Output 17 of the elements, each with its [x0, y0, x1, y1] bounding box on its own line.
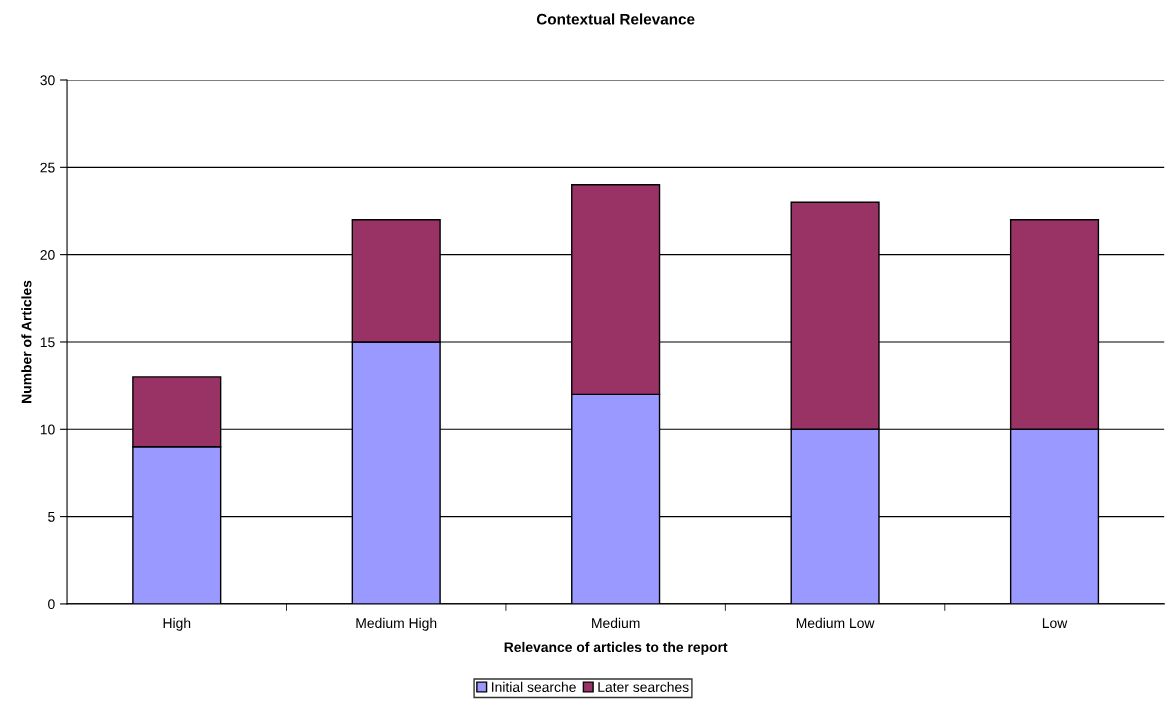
y-tick-label: 5 [48, 512, 55, 522]
y-tick-label: 0 [48, 599, 55, 610]
x-tick-label: Low [1042, 618, 1068, 629]
y-tick-label: 30 [40, 75, 55, 86]
legend-label: Initial searche [492, 681, 576, 692]
chart-title: Contextual Relevance [536, 13, 695, 25]
y-tick-label: 10 [40, 424, 55, 435]
x-axis-title: Relevance of articles to the report [504, 641, 728, 655]
x-tick-label: Medium High [356, 617, 437, 631]
y-tick-label: 20 [40, 249, 55, 260]
x-tick-label: High [163, 617, 191, 631]
x-tick-label: Medium Low [796, 617, 875, 629]
x-tick-label: Medium [592, 617, 640, 629]
legend-label: Later searches [598, 681, 689, 692]
y-tick-label: 25 [40, 162, 55, 173]
y-axis-title: Number of Articles [21, 280, 32, 403]
y-tick-label: 15 [40, 337, 55, 348]
